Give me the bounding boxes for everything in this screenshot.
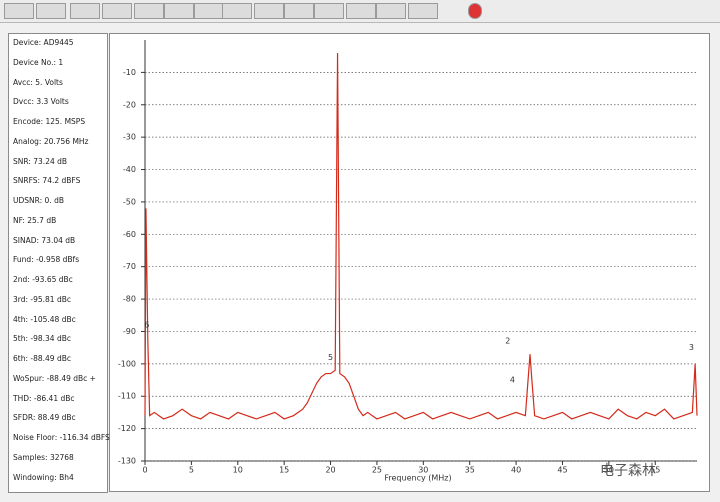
- fft-chart: Frequency (MHz) -10 -20 -30 -40 -50 -60 -70 -80…: [109, 33, 710, 492]
- results-panel: Device: AD9445 Device No.: 1 Avcc: 5. Volt…: [8, 33, 110, 493]
- x-tick-label: 45: [557, 466, 567, 475]
- panel-item: UDSNR: 0. dB: [13, 196, 64, 205]
- x-tick-label: 50: [604, 466, 614, 475]
- spectrum-line: [144, 52, 698, 420]
- x-tick-label: 20: [325, 466, 335, 475]
- toolbar-button[interactable]: [164, 3, 194, 19]
- y-tick-label: -40: [123, 165, 136, 174]
- peak-label: 3: [689, 343, 694, 352]
- panel-item: SNRFS: 74.2 dBFS: [13, 176, 81, 186]
- y-tick-label: -70: [123, 262, 136, 271]
- panel-item: SFDR: 88.49 dBc: [13, 413, 76, 423]
- panel-item: Samples: 32768: [13, 452, 74, 462]
- y-tick-label: -90: [123, 327, 136, 336]
- toolbar-button[interactable]: [284, 3, 314, 19]
- panel-item: 5th: -98.34 dBc: [13, 334, 71, 344]
- y-tick-label: -50: [123, 197, 136, 206]
- y-tick-label: -130: [118, 457, 136, 466]
- toolbar-button[interactable]: [468, 3, 482, 19]
- panel-item: NF: 25.7 dB: [13, 215, 57, 225]
- panel-item: SINAD: 73.04 dB: [13, 235, 76, 245]
- panel-item: Device No.: 1: [13, 57, 64, 67]
- toolbar: [0, 0, 720, 23]
- toolbar-button[interactable]: [4, 3, 34, 19]
- panel-item: Device: AD9445: [13, 38, 74, 47]
- panel-item: Windowing: Bh4: [13, 472, 74, 482]
- peak-label: 4: [510, 376, 515, 385]
- panel-item: 6th: -88.49 dBc: [13, 354, 71, 363]
- y-tick-label: -120: [118, 424, 136, 433]
- toolbar-button[interactable]: [134, 3, 164, 19]
- x-tick-label: 30: [418, 466, 428, 475]
- panel-item: Analog: 20.756 MHz: [13, 136, 89, 146]
- toolbar-button[interactable]: [36, 3, 66, 19]
- x-tick-label: 25: [372, 466, 382, 475]
- panel-item: Encode: 125. MSPS: [13, 117, 86, 126]
- x-tick-label: 55: [650, 466, 660, 475]
- y-tick-label: -100: [118, 359, 136, 368]
- panel-item: 3rd: -95.81 dBc: [13, 294, 71, 304]
- x-tick-label: 40: [511, 466, 521, 475]
- peak-label: 5: [328, 353, 333, 362]
- x-tick-label: 5: [189, 466, 194, 475]
- panel-item: Fund: -0.958 dBfs: [13, 255, 80, 265]
- panel-item: Dvcc: 3.3 Volts: [13, 97, 69, 107]
- toolbar-button[interactable]: [194, 3, 224, 19]
- y-tick-label: -110: [118, 392, 136, 401]
- x-tick-label: 15: [279, 466, 289, 475]
- panel-item: SNR: 73.24 dB: [13, 156, 68, 166]
- toolbar-button[interactable]: [222, 3, 252, 19]
- panel-item: 2nd: -93.65 dBc: [13, 275, 73, 284]
- x-axis-label: Frequency (MHz): [384, 474, 451, 483]
- toolbar-button[interactable]: [70, 3, 100, 19]
- toolbar-button[interactable]: [376, 3, 406, 19]
- x-tick-label: 0: [142, 466, 147, 475]
- toolbar-button[interactable]: [102, 3, 132, 19]
- chart-frame: [109, 33, 710, 492]
- panel-item: Noise Floor: -116.34 dBFS: [13, 433, 110, 442]
- x-tick-label: 35: [465, 466, 475, 475]
- panel-item: Avcc: 5. Volts: [13, 77, 63, 87]
- y-tick-label: -80: [123, 295, 136, 304]
- toolbar-button[interactable]: [346, 3, 376, 19]
- toolbar-button[interactable]: [254, 3, 284, 19]
- toolbar-button[interactable]: [408, 3, 438, 19]
- x-tick-label: 10: [233, 466, 243, 475]
- panel-item: 4th: -105.48 dBc: [13, 314, 76, 324]
- panel-item: THD: -86.41 dBc: [13, 393, 75, 403]
- peak-label: 2: [505, 337, 510, 346]
- y-tick-label: -60: [123, 230, 136, 239]
- panel-item: WoSpur: -88.49 dBc +: [13, 373, 96, 383]
- y-tick-label: -10: [123, 68, 136, 77]
- watermark: 电子森林: [600, 463, 656, 479]
- y-tick-label: -30: [123, 133, 136, 142]
- toolbar-button[interactable]: [314, 3, 344, 19]
- y-tick-label: -20: [123, 100, 136, 109]
- peak-label: 6: [144, 320, 149, 329]
